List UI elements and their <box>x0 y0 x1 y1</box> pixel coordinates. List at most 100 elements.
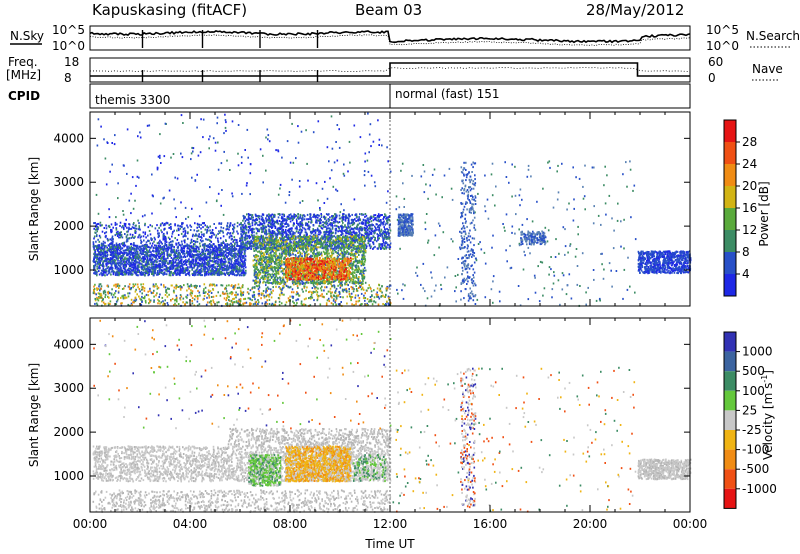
range-cell <box>271 217 273 220</box>
range-cell <box>191 272 194 275</box>
range-cell <box>277 213 280 216</box>
range-cell <box>145 251 148 254</box>
range-cell <box>306 213 309 216</box>
range-cell <box>109 246 111 249</box>
range-cell <box>374 225 376 228</box>
range-cell <box>133 252 136 255</box>
range-cell <box>200 251 203 254</box>
range-cell <box>163 235 166 238</box>
range-cell <box>227 251 230 254</box>
range-cell <box>247 223 250 226</box>
range-cell <box>332 215 335 217</box>
range-cell <box>317 233 320 236</box>
range-cell <box>150 266 152 269</box>
range-cell <box>218 264 220 266</box>
range-cell <box>208 267 211 269</box>
range-cell <box>119 236 121 239</box>
range-cell <box>96 255 98 258</box>
range-cell <box>352 228 355 230</box>
range-cell <box>240 233 242 236</box>
range-cell <box>351 221 353 224</box>
range-cell <box>162 233 165 236</box>
range-cell <box>226 224 229 227</box>
range-cell <box>273 214 275 217</box>
range-cell <box>253 245 255 248</box>
range-cell <box>98 273 101 276</box>
range-cell <box>150 238 152 241</box>
range-cell <box>168 268 171 271</box>
range-cell <box>115 252 118 255</box>
range-cell <box>347 230 349 233</box>
range-cell <box>301 214 304 217</box>
range-cell <box>285 222 288 225</box>
range-cell <box>124 224 126 227</box>
range-cell <box>364 222 367 225</box>
range-cell <box>297 213 299 216</box>
range-cell <box>119 260 121 262</box>
range-cell <box>329 222 332 224</box>
range-cell <box>310 230 313 233</box>
range-cell <box>189 245 191 248</box>
range-cell <box>374 218 377 221</box>
range-cell <box>92 243 95 246</box>
range-cell <box>106 253 109 256</box>
range-cell <box>173 264 176 267</box>
range-cell <box>176 224 179 227</box>
range-cell <box>154 254 157 257</box>
range-cell <box>226 271 228 274</box>
range-cell <box>292 231 294 234</box>
range-cell <box>293 213 295 216</box>
range-cell <box>164 236 167 238</box>
range-cell <box>168 260 171 263</box>
range-cell <box>176 269 178 272</box>
range-cell <box>170 262 173 265</box>
range-cell <box>204 270 207 273</box>
range-cell <box>272 254 275 257</box>
range-cell <box>370 245 372 248</box>
range-cell <box>383 248 386 250</box>
range-cell <box>383 236 386 239</box>
range-cell <box>224 250 227 253</box>
range-cell <box>340 225 343 228</box>
range-cell <box>384 242 386 245</box>
range-cell <box>175 242 177 245</box>
range-cell <box>159 239 161 242</box>
range-cell <box>98 267 101 270</box>
range-cell <box>159 245 161 248</box>
range-cell <box>291 219 294 222</box>
range-cell <box>117 248 120 251</box>
range-cell <box>117 244 120 247</box>
range-cell <box>183 263 186 266</box>
range-cell <box>163 251 165 254</box>
range-cell <box>155 267 157 270</box>
range-cell <box>122 263 125 266</box>
range-cell <box>231 269 233 272</box>
range-cell <box>93 249 96 252</box>
nave-label: Nave <box>752 62 783 76</box>
range-cell <box>146 261 149 264</box>
range-cell <box>171 240 174 243</box>
range-cell <box>161 222 164 225</box>
range-cell <box>288 224 290 227</box>
range-cell <box>164 273 166 275</box>
range-cell <box>204 272 206 275</box>
range-cell <box>201 248 203 251</box>
range-cell <box>203 266 205 269</box>
range-cell <box>215 268 218 271</box>
range-cell <box>233 239 235 242</box>
range-cell <box>113 244 116 247</box>
range-cell <box>237 263 239 265</box>
range-cell <box>208 272 210 275</box>
range-cell <box>127 228 130 231</box>
range-cell <box>122 242 124 245</box>
range-cell <box>235 248 238 251</box>
range-cell <box>202 239 204 242</box>
range-cell <box>134 268 136 271</box>
range-cell <box>93 257 95 260</box>
range-cell <box>187 272 189 275</box>
range-cell <box>175 256 178 259</box>
range-cell <box>222 272 224 275</box>
range-cell <box>230 258 232 261</box>
range-cell <box>155 265 157 268</box>
range-cell <box>180 256 183 259</box>
